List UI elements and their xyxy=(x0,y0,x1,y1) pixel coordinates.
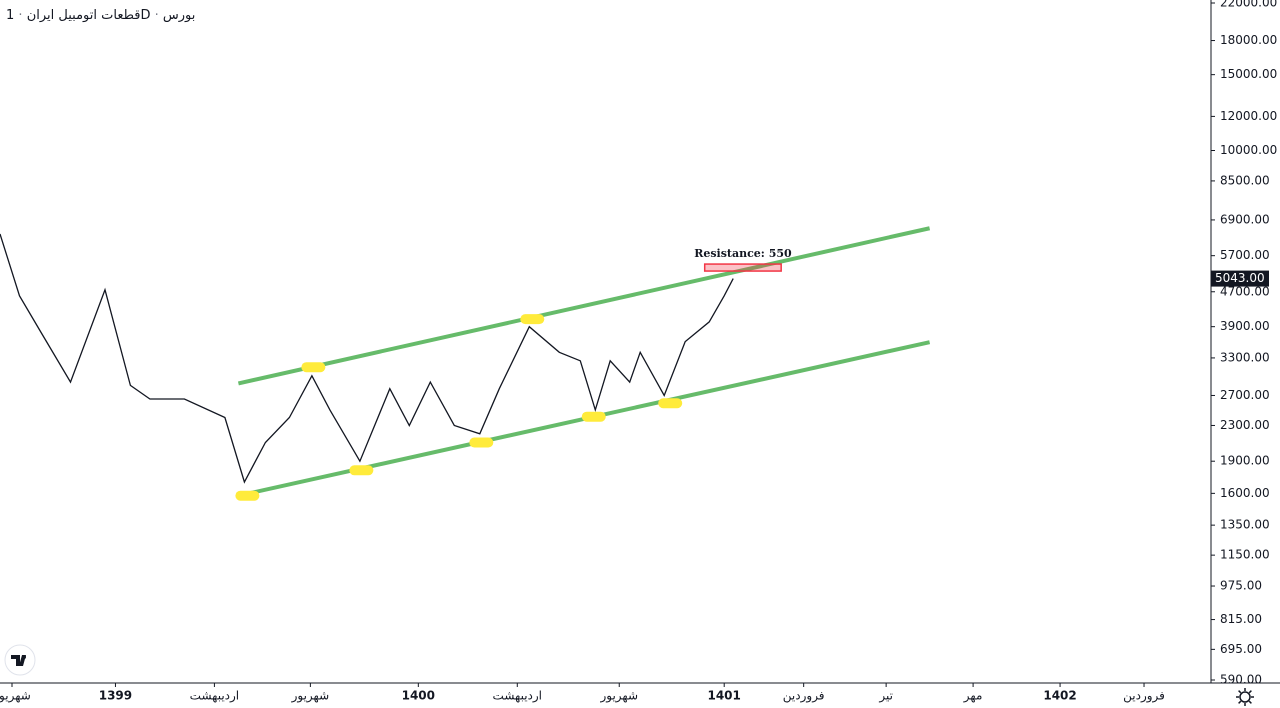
x-tick-label: 1402 xyxy=(1043,689,1076,703)
exchange: بورس xyxy=(163,8,195,23)
y-tick-label: 695.00 xyxy=(1220,642,1262,656)
y-tick-label: 5700.00 xyxy=(1220,248,1270,262)
y-tick-label: 1150.00 xyxy=(1220,548,1270,562)
y-tick-label: 6900.00 xyxy=(1220,212,1270,226)
header: قطعات اتومبیل ایران · 1D · بورس xyxy=(6,8,195,23)
x-tick-label: فروردین xyxy=(1123,689,1165,704)
y-tick-label: 2700.00 xyxy=(1220,388,1270,402)
x-tick-label: اردیبهشت xyxy=(190,689,239,704)
y-tick-label: 2300.00 xyxy=(1220,418,1270,432)
y-tick-label: 590.00 xyxy=(1220,673,1262,687)
y-tick-label: 10000.00 xyxy=(1220,143,1277,157)
x-tick-label: شهریور xyxy=(291,689,330,704)
separator: · xyxy=(155,8,163,23)
x-tick-label: فروردین xyxy=(783,689,825,704)
swing-marker xyxy=(301,362,326,373)
x-tick-label: شهریور xyxy=(599,689,638,704)
y-tick-label: 815.00 xyxy=(1220,612,1262,626)
y-tick-label: 18000.00 xyxy=(1220,33,1277,47)
y-tick-label: 8500.00 xyxy=(1220,173,1270,187)
last-price-box xyxy=(1211,270,1269,287)
x-tick-label: 1400 xyxy=(402,689,435,703)
y-tick-label: 975.00 xyxy=(1220,579,1262,593)
symbol-title: قطعات اتومبیل ایران xyxy=(27,8,141,23)
resistance-label: Resistance: 550 xyxy=(694,247,792,260)
swing-marker xyxy=(520,314,545,325)
x-tick-label: مهر xyxy=(963,689,983,704)
separator: · xyxy=(14,8,22,23)
x-tick-label: 1399 xyxy=(99,689,132,703)
y-tick-label: 1350.00 xyxy=(1220,518,1270,532)
y-tick-label: 1600.00 xyxy=(1220,486,1270,500)
y-tick-label: 15000.00 xyxy=(1220,67,1277,81)
y-tick-label: 3300.00 xyxy=(1220,350,1270,364)
price-line xyxy=(0,233,734,484)
y-tick-label: 3900.00 xyxy=(1220,319,1270,333)
tradingview-logo[interactable] xyxy=(4,644,36,676)
resistance-box xyxy=(703,263,782,272)
swing-marker xyxy=(581,411,606,422)
y-tick-label: 22000.00 xyxy=(1220,0,1277,10)
x-tick-label: شهریور xyxy=(0,689,31,704)
x-tick-label: 1401 xyxy=(707,689,740,703)
y-tick-label: 4700.00 xyxy=(1220,284,1270,298)
channel-line xyxy=(237,226,931,386)
swing-marker xyxy=(658,398,683,409)
x-tick-label: اردیبهشت xyxy=(493,689,542,704)
y-tick-label: 1900.00 xyxy=(1220,454,1270,468)
swing-marker xyxy=(469,437,494,448)
x-tick-label: تیر xyxy=(878,689,893,704)
y-tick-label: 12000.00 xyxy=(1220,109,1277,123)
swing-marker xyxy=(235,490,260,501)
settings-icon[interactable] xyxy=(1236,688,1254,706)
last-price-label: 5043.00 xyxy=(1215,271,1265,285)
swing-marker xyxy=(349,465,374,476)
